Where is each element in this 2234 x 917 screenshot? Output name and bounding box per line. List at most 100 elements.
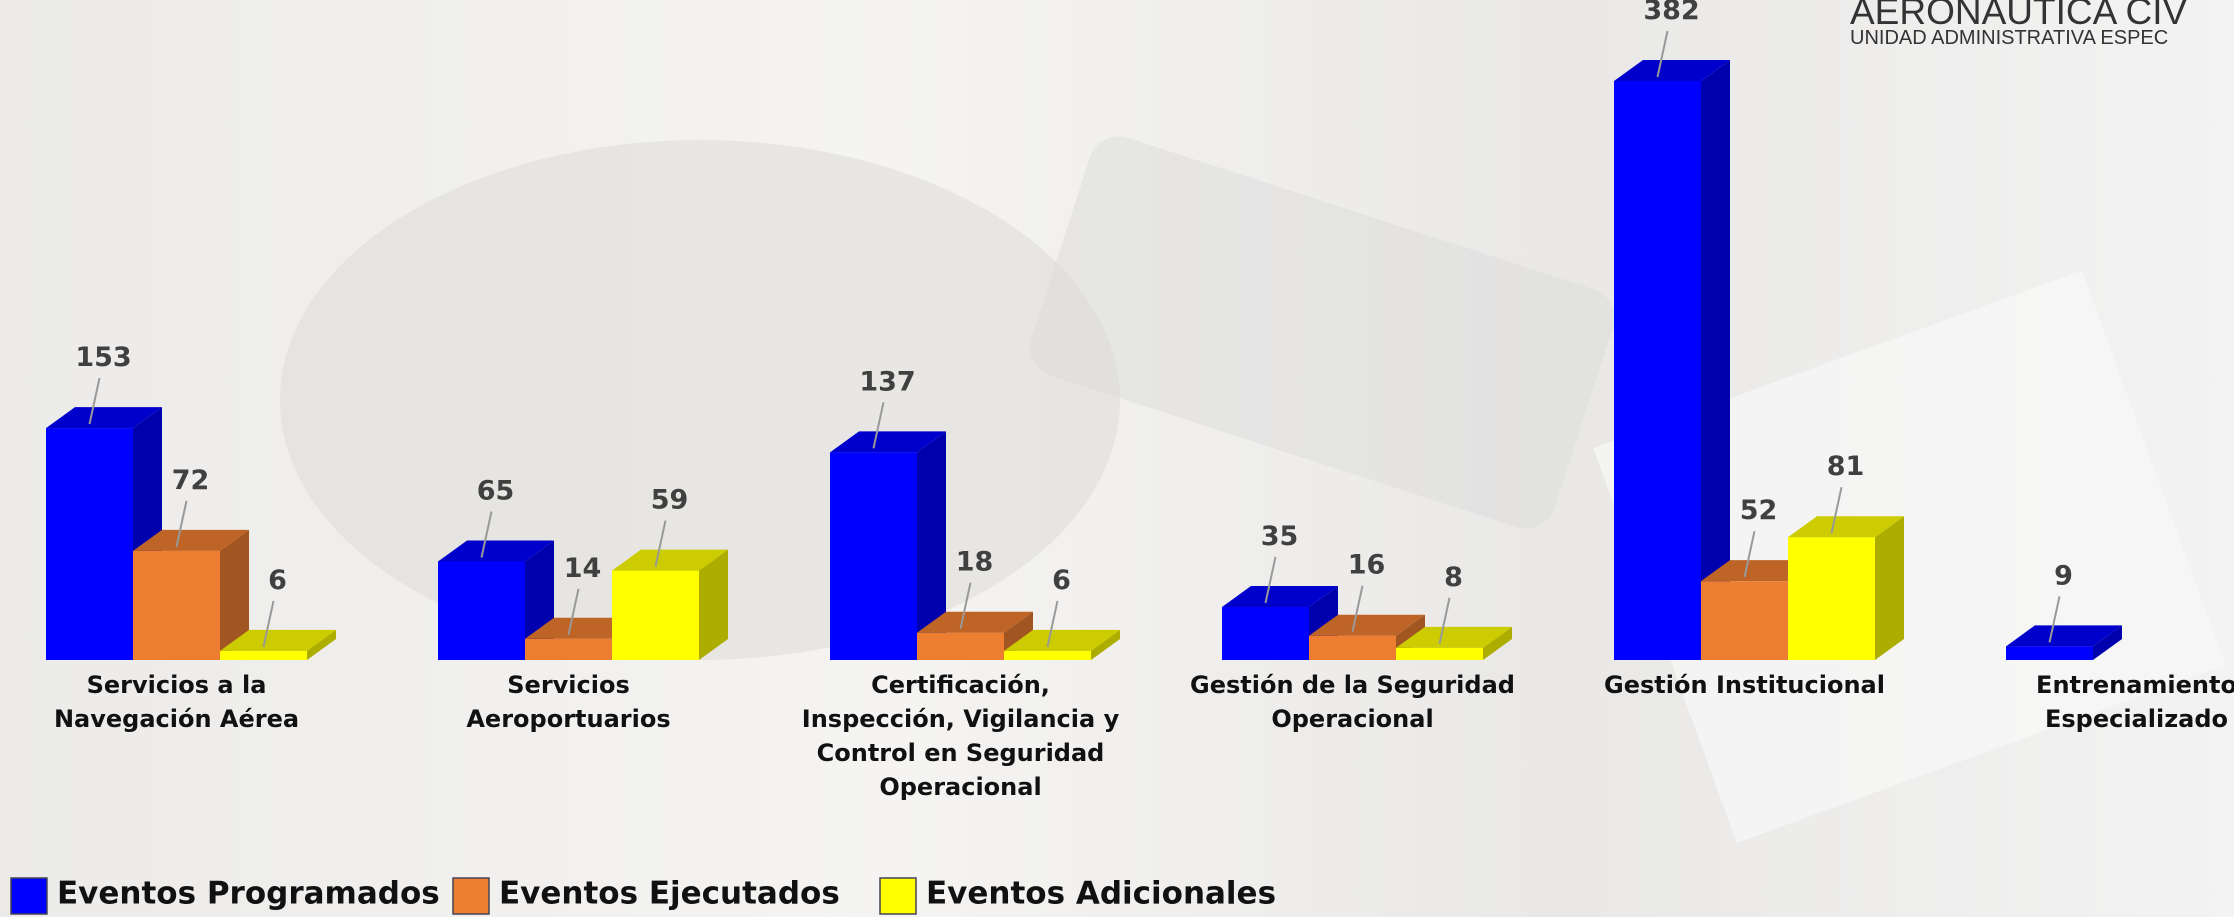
bar-top [1396,626,1512,648]
leader-line [1264,556,1277,604]
bar [133,529,249,660]
bar-front [133,550,220,660]
data-label: 9 [2054,560,2073,591]
bar-top [830,431,946,453]
legend-label: Eventos Adicionales [926,876,1276,912]
data-label: 16 [1348,550,1386,581]
bar-front [612,570,699,660]
data-label: 153 [75,342,131,373]
bar-top [917,611,1033,633]
legend-swatch [10,877,48,915]
background-shape [1029,136,1615,529]
bar [612,549,728,660]
bar-front [1222,606,1309,660]
bar-side [1701,60,1730,660]
bar-top [1309,614,1425,636]
bar-front [1701,581,1788,660]
data-label: 14 [564,553,602,584]
leader-line [959,582,972,629]
bar-front [220,650,307,660]
bar-top [1222,585,1338,607]
leader-line [654,520,667,567]
bar-front [525,638,612,660]
bar-side [307,629,336,660]
bar-front [1309,635,1396,660]
leader-line [480,511,493,558]
bar-front [1614,81,1701,660]
data-label: 382 [1643,0,1699,26]
bar [2006,625,2122,660]
data-label: 8 [1444,562,1463,593]
leader-line [175,500,188,548]
background-shape [1593,270,2226,843]
leader-line [1743,530,1756,578]
bar [830,431,946,660]
legend-label: Eventos Programados [57,876,440,912]
bar-side [220,529,249,660]
leader-line [567,588,580,635]
bar-side [1875,516,1904,660]
bar-top [1788,516,1904,538]
category-label: Gestión de la Seguridad Operacional [1190,671,1515,733]
leader-line [1351,585,1364,632]
category-label: Entrenamiento Especializado [2036,671,2234,733]
category-label: Servicios a la Navegación Aérea [53,671,300,733]
data-label: 65 [477,475,515,506]
header-title: AERONAUTICA CIV [1850,0,2187,32]
data-label: 137 [859,366,915,397]
bar-side [917,431,946,660]
leader-line [2048,596,2061,643]
bar-front [1396,647,1483,660]
bar-side [699,549,728,660]
category-label: Servicios Aeroportuarios [466,671,671,733]
bar-top [46,407,162,429]
bar-side [1091,629,1120,660]
data-label: 59 [651,485,689,516]
bar [1004,629,1120,660]
bar [1788,516,1904,660]
bar-front [1004,650,1091,660]
leader-line [88,377,101,425]
leader-line [1046,600,1059,648]
bar-side [1483,626,1512,660]
data-label: 6 [268,565,287,596]
legend-swatch [452,877,490,915]
leader-line [1656,30,1669,78]
bar-side [2093,625,2122,660]
bar-front [2006,646,2093,660]
bar-top [1004,629,1120,651]
leader-line [872,402,885,449]
bar-top [438,540,554,562]
bar-top [2006,625,2122,647]
bar-front [1788,537,1875,660]
bar-front [438,561,525,660]
legend-swatch [879,877,917,915]
leader-line [1830,487,1843,534]
leader-line [262,600,275,648]
bar-top [133,529,249,551]
bar [917,611,1033,660]
bar-top [1614,60,1730,81]
bar [1222,585,1338,660]
bar-front [917,632,1004,660]
bar-top [220,629,336,651]
header-subtitle: UNIDAD ADMINISTRATIVA ESPEC [1850,27,2168,49]
legend-label: Eventos Ejecutados [499,876,840,912]
bar [1614,60,1730,660]
bar-front [830,452,917,660]
data-label: 72 [172,465,210,496]
category-label: Gestión Institucional [1604,671,1885,699]
data-label: 52 [1740,495,1778,526]
bar-front [46,428,133,660]
data-label: 35 [1261,521,1299,552]
bar [438,540,554,660]
data-label: 81 [1827,451,1865,482]
bar-top [612,549,728,571]
bar [220,629,336,660]
data-label: 18 [956,547,994,578]
leader-line [1438,597,1451,645]
data-label: 6 [1052,565,1071,596]
category-label: Certificación, Inspección, Vigilancia y … [801,671,1120,801]
